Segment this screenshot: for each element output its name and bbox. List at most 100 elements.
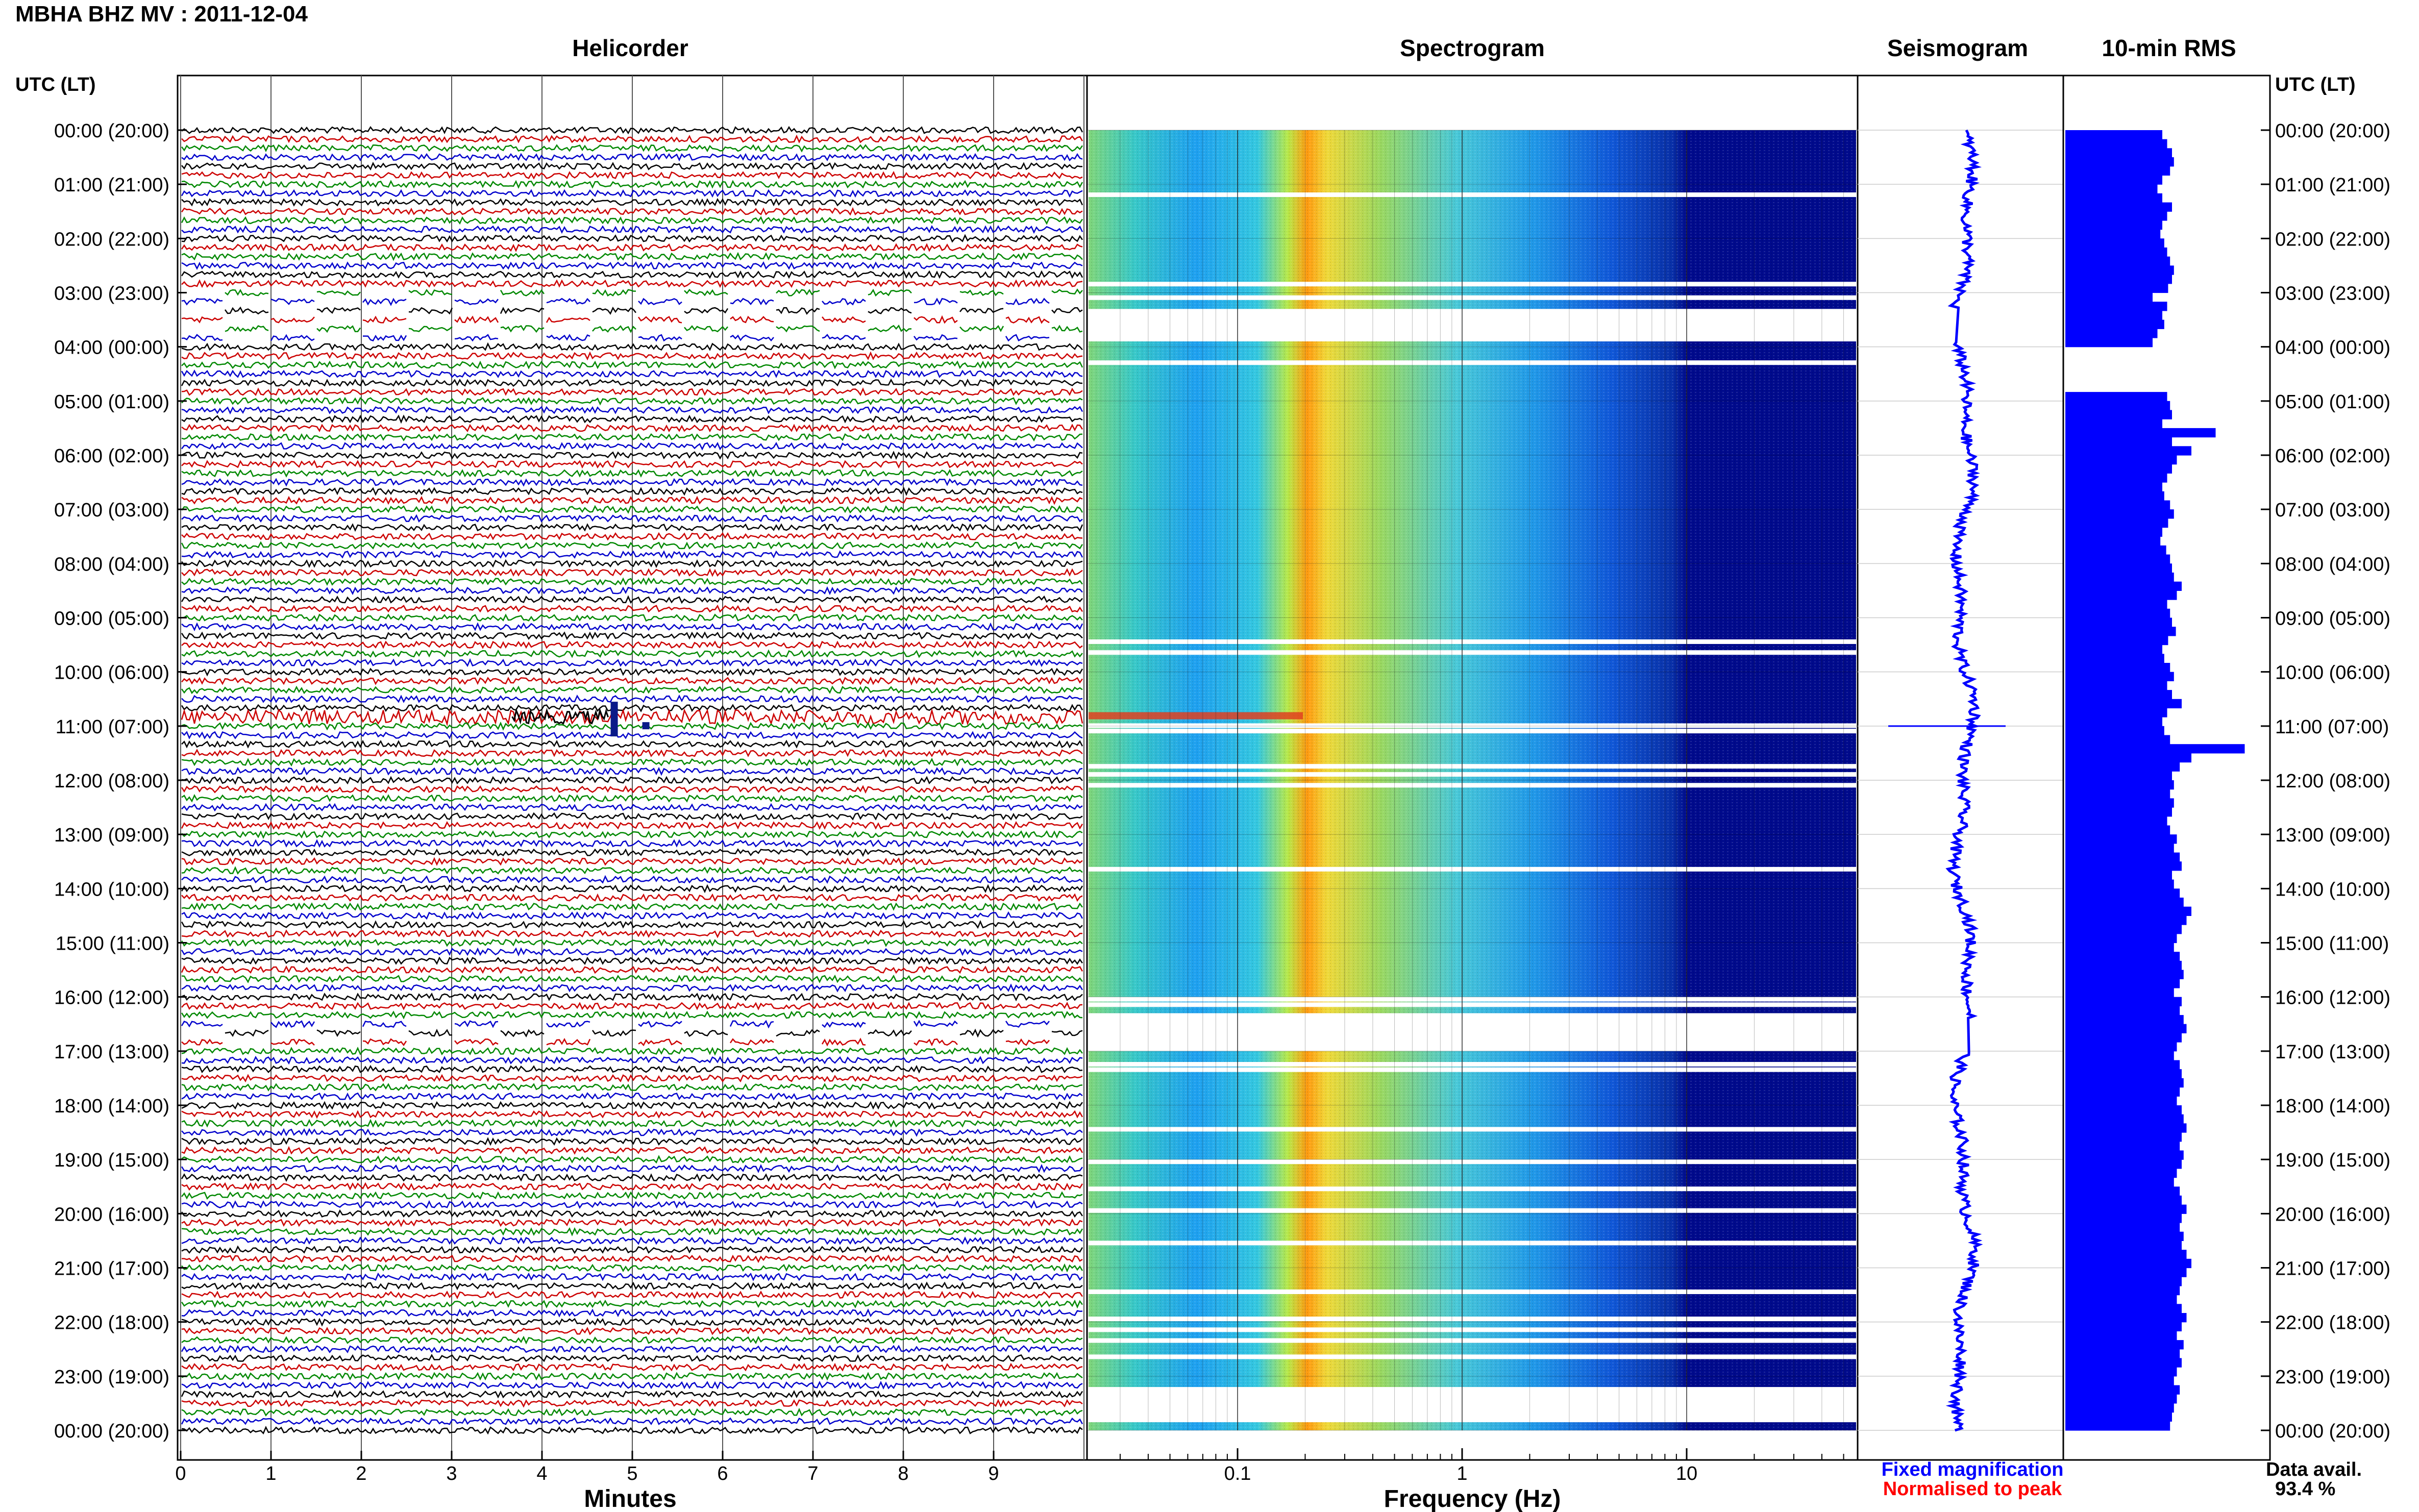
- rms-bar: [2065, 1385, 2180, 1395]
- rms-bar: [2065, 392, 2167, 402]
- minute-tick-label: 8: [898, 1463, 908, 1484]
- helicorder-trace: [181, 378, 1083, 387]
- time-label-left: 13:00 (09:00): [54, 825, 169, 846]
- helicorder-trace: [181, 1055, 1083, 1065]
- rms-bar: [2065, 960, 2182, 971]
- spectrogram-gap: [1089, 1186, 1856, 1192]
- spectrogram-gap: [1089, 729, 1856, 734]
- time-label-left: 20:00 (16:00): [54, 1204, 169, 1225]
- helicorder-trace: [181, 1119, 1083, 1128]
- helicorder-trace: [181, 568, 1083, 577]
- helicorder-trace: [181, 559, 1083, 568]
- rms-bar: [2065, 536, 2161, 546]
- helicorder-trace: [181, 622, 1083, 632]
- rms-bar: [2065, 834, 2177, 844]
- spectrogram-gap: [1089, 309, 1856, 342]
- rms-bar: [2065, 789, 2170, 799]
- utc-label-left: UTC (LT): [15, 74, 96, 95]
- rms-bar: [2065, 663, 2170, 673]
- helicorder-trace: [181, 721, 1083, 731]
- helicorder-trace: [181, 821, 1083, 830]
- rms-bar: [2065, 1231, 2184, 1241]
- helicorder-trace: [181, 505, 1083, 514]
- helicorder-trace: [181, 369, 1083, 379]
- spectrogram-gap: [1089, 1327, 1856, 1332]
- time-label-left: 05:00 (01:00): [54, 391, 169, 413]
- helicorder-trace: [181, 857, 1083, 866]
- helicorder-trace: [182, 1254, 1083, 1263]
- helicorder-trace: [181, 279, 1083, 288]
- helicorder-trace: [225, 325, 1083, 333]
- minute-tick-label: 9: [988, 1463, 999, 1484]
- time-label-right: 01:00 (21:00): [2275, 175, 2390, 196]
- helicorder-trace: [181, 442, 1083, 451]
- helicorder-trace: [181, 1037, 1050, 1047]
- rms-bar: [2065, 1285, 2180, 1296]
- helicorder-trace: [181, 1020, 1050, 1029]
- rms-bar: [2065, 193, 2162, 203]
- helicorder-trace: [181, 414, 1083, 424]
- helicorder-event-spike: [610, 702, 618, 737]
- rms-bar: [2065, 1223, 2180, 1232]
- helicorder-trace: [181, 541, 1083, 550]
- helicorder-trace: [181, 396, 1083, 406]
- helicorder-trace: [181, 1335, 1083, 1345]
- rms-bar: [2065, 617, 2172, 627]
- time-label-left: 01:00 (21:00): [54, 175, 169, 196]
- helicorder-trace: [181, 1110, 1083, 1119]
- spectrogram-gap: [1089, 1062, 1856, 1067]
- spectrogram-panel: [1086, 75, 1859, 1461]
- minute-tick-label: 1: [265, 1463, 276, 1484]
- helicorder-trace: [181, 1399, 1083, 1408]
- x-axis-ticks: 0 1 2 3 4 5 6 7 8 9 0.1 1 10: [175, 1448, 1844, 1484]
- helicorder-trace: [181, 1092, 1083, 1101]
- rms-bar: [2065, 1412, 2172, 1422]
- rms-bar: [2065, 1250, 2187, 1259]
- helicorder-trace: [181, 658, 1083, 667]
- rms-bar: [2065, 202, 2172, 212]
- time-label-right: 19:00 (15:00): [2275, 1150, 2390, 1171]
- rms-bar: [2065, 898, 2184, 907]
- helicorder-trace: [181, 433, 1083, 442]
- rms-bar: [2065, 672, 2174, 681]
- helicorder-trace: [181, 298, 1050, 306]
- rms-bar: [2065, 627, 2176, 636]
- helicorder-event-mark: [642, 722, 650, 730]
- rms-bar: [2065, 780, 2174, 790]
- helicorder-title: Helicorder: [572, 35, 688, 61]
- helicorder-trace: [181, 460, 1083, 469]
- helicorder-trace: [181, 126, 1083, 135]
- helicorder-trace: [181, 342, 1083, 351]
- time-label-right: 08:00 (04:00): [2275, 554, 2390, 575]
- time-label-left: 04:00 (00:00): [54, 337, 169, 359]
- spectrogram-xlabel: Frequency (Hz): [1384, 1485, 1561, 1512]
- spectrogram-gap: [1089, 650, 1856, 655]
- seismogram-title: Seismogram: [1887, 35, 2028, 61]
- rms-bar: [2065, 1159, 2182, 1169]
- rms-bar: [2065, 175, 2162, 185]
- frequency-tick-label: 10: [1676, 1463, 1697, 1484]
- rms-bar: [2065, 500, 2170, 510]
- helicorder-trace: [181, 134, 1083, 144]
- rms-bar: [2065, 1421, 2170, 1431]
- time-label-left: 09:00 (05:00): [54, 608, 169, 630]
- rms-bar: [2065, 1123, 2187, 1133]
- rms-bar: [2065, 915, 2187, 925]
- helicorder-trace: [181, 1074, 1083, 1083]
- rms-bar: [2065, 1042, 2177, 1052]
- rms-bar: [2065, 1304, 2182, 1313]
- helicorder-trace: [181, 1380, 1083, 1390]
- rms-bar: [2065, 735, 2170, 745]
- helicorder-trace: [181, 739, 1083, 749]
- rms-bar: [2065, 1078, 2184, 1088]
- helicorder-trace: [181, 866, 1083, 875]
- rms-bar: [2065, 283, 2168, 293]
- helicorder-trace: [181, 1372, 1083, 1381]
- helicorder-trace: [181, 965, 1083, 974]
- seismogram-panel: [1857, 75, 2064, 1461]
- minute-tick-label: 5: [627, 1463, 637, 1484]
- rms-bar: [2065, 1015, 2184, 1025]
- helicorder-trace: [181, 875, 1083, 884]
- helicorder-trace: [181, 776, 1083, 785]
